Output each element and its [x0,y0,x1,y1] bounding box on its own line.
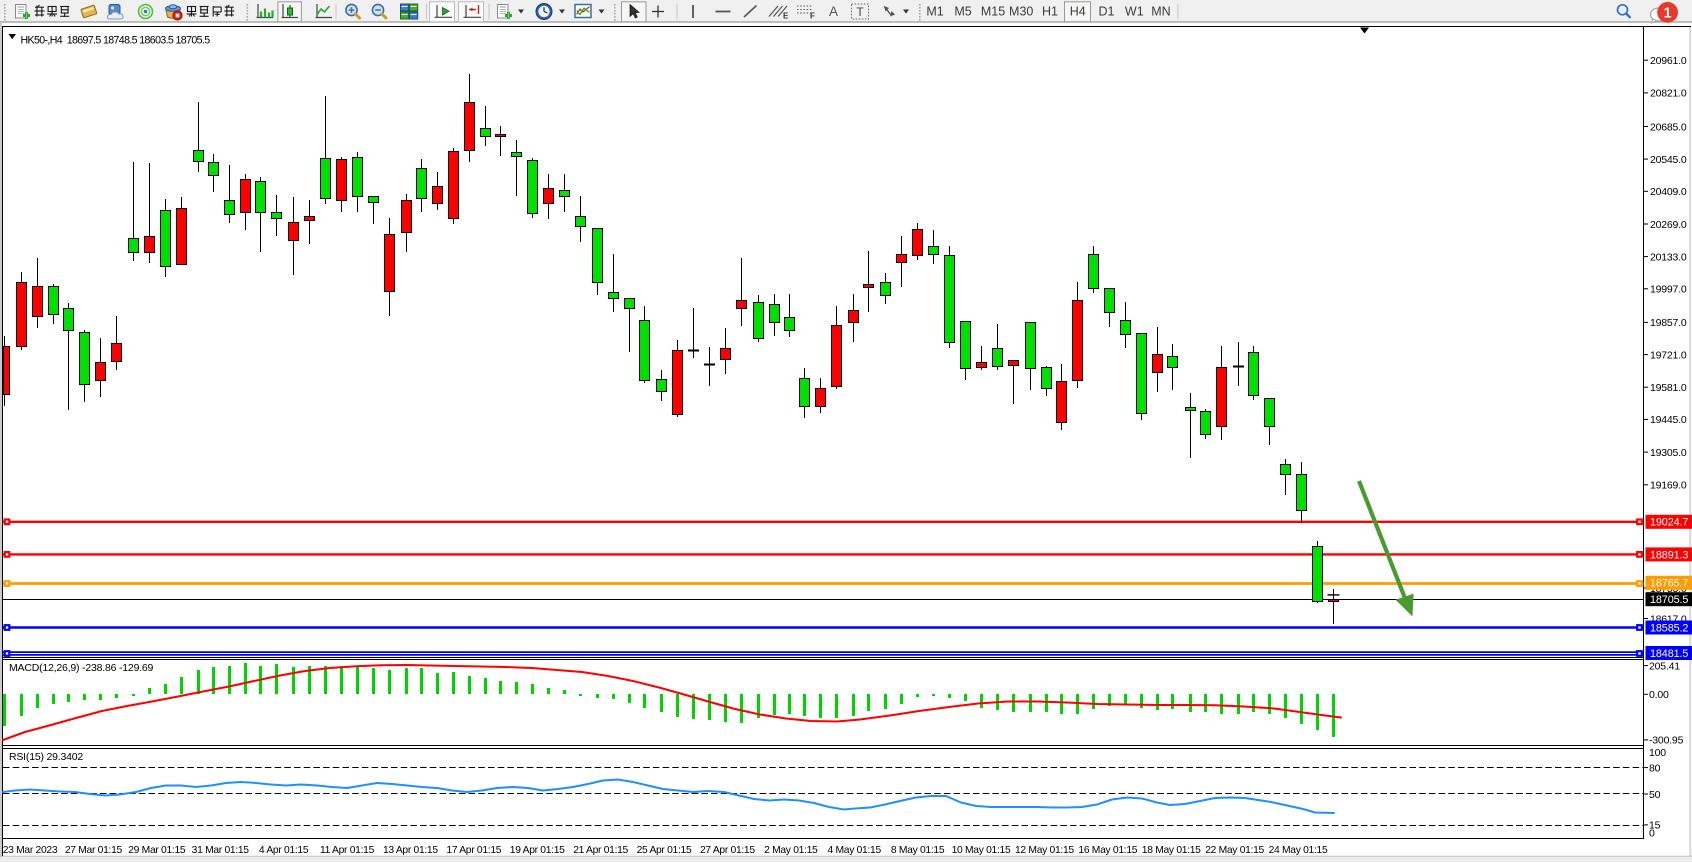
svg-text:19169.0: 19169.0 [1650,480,1687,492]
svg-text:18 May 01:15: 18 May 01:15 [1142,845,1201,856]
svg-text:8 May 01:15: 8 May 01:15 [891,845,945,856]
svg-text:20821.0: 20821.0 [1650,88,1687,100]
svg-text:RSI(15) 29.3402: RSI(15) 29.3402 [9,751,83,763]
svg-text:25 Apr 01:15: 25 Apr 01:15 [637,845,692,856]
svg-text:H1: H1 [1042,5,1058,19]
svg-text:-300.95: -300.95 [1649,735,1684,747]
svg-text:4 May 01:15: 4 May 01:15 [828,845,882,856]
svg-text:M30: M30 [1009,5,1033,19]
svg-text:18765.7: 18765.7 [1650,578,1688,590]
svg-text:18705.5: 18705.5 [1650,594,1688,606]
svg-text:12 May 01:15: 12 May 01:15 [1015,845,1074,856]
svg-text:20409.0: 20409.0 [1650,186,1687,198]
svg-text:22 May 01:15: 22 May 01:15 [1205,845,1264,856]
svg-text:19997.0: 19997.0 [1650,284,1687,296]
svg-text:10 May 01:15: 10 May 01:15 [952,845,1011,856]
svg-text:MACD(12,26,9) -238.86 -129.69: MACD(12,26,9) -238.86 -129.69 [9,662,154,674]
svg-text:24 May 01:15: 24 May 01:15 [1269,845,1328,856]
svg-text:18585.2: 18585.2 [1650,622,1688,634]
svg-text:0.00: 0.00 [1649,689,1669,701]
svg-text:20269.0: 20269.0 [1650,219,1687,231]
svg-text:13 Apr 01:15: 13 Apr 01:15 [383,845,438,856]
svg-text:MN: MN [1151,5,1170,19]
svg-text:T: T [856,5,864,19]
svg-text:19024.7: 19024.7 [1650,517,1688,529]
svg-text:19857.0: 19857.0 [1650,317,1687,329]
svg-text:4 Apr 01:15: 4 Apr 01:15 [259,845,309,856]
svg-text:H4: H4 [1070,5,1086,19]
svg-text:27 Mar 01:15: 27 Mar 01:15 [65,845,123,856]
svg-text:205.41: 205.41 [1649,660,1680,672]
svg-text:20961.0: 20961.0 [1650,55,1687,67]
svg-text:F: F [810,12,815,21]
svg-text:11 Apr 01:15: 11 Apr 01:15 [320,845,375,856]
svg-text:20685.0: 20685.0 [1650,121,1687,133]
svg-text:15: 15 [1649,820,1661,832]
svg-text:19581.0: 19581.0 [1650,382,1687,394]
svg-text:E: E [783,12,789,21]
svg-text:23 Mar 2023: 23 Mar 2023 [3,845,58,856]
svg-text:16 May 01:15: 16 May 01:15 [1078,845,1137,856]
svg-text:1: 1 [1664,5,1672,21]
svg-text:18481.5: 18481.5 [1650,648,1688,660]
svg-text:19 Apr 01:15: 19 Apr 01:15 [510,845,565,856]
svg-text:D1: D1 [1099,5,1115,19]
svg-text:19305.0: 19305.0 [1650,447,1687,459]
svg-text:19445.0: 19445.0 [1650,414,1687,426]
svg-text:18891.3: 18891.3 [1650,549,1688,561]
svg-text:A: A [829,4,838,19]
svg-text:2 May 01:15: 2 May 01:15 [764,845,818,856]
svg-text:80: 80 [1649,762,1661,774]
svg-text:19721.0: 19721.0 [1650,349,1687,361]
svg-text:50: 50 [1649,789,1661,801]
svg-text:M1: M1 [926,5,943,19]
svg-text:27 Apr 01:15: 27 Apr 01:15 [700,845,755,856]
svg-text:20133.0: 20133.0 [1650,251,1687,263]
svg-text:0: 0 [1649,828,1655,840]
svg-text:M15: M15 [981,5,1005,19]
svg-text:17 Apr 01:15: 17 Apr 01:15 [446,845,501,856]
svg-text:HK50-,H4 18697.5 18748.5 1860: HK50-,H4 18697.5 18748.5 18603.5 18705.5 [21,35,211,47]
svg-text:M5: M5 [954,5,971,19]
svg-text:100: 100 [1649,747,1666,759]
svg-text:21 Apr 01:15: 21 Apr 01:15 [573,845,628,856]
svg-text:29 Mar 01:15: 29 Mar 01:15 [128,845,186,856]
svg-text:20545.0: 20545.0 [1650,154,1687,166]
svg-text:31 Mar 01:15: 31 Mar 01:15 [192,845,250,856]
svg-text:W1: W1 [1125,5,1144,19]
